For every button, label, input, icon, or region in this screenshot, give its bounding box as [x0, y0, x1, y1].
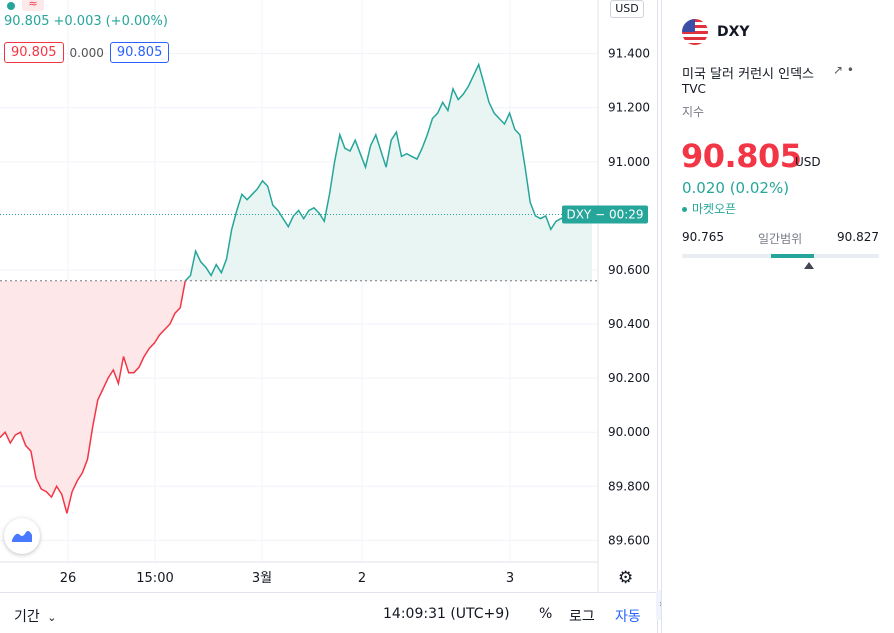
- day-range-bar: [682, 254, 879, 258]
- price-change: 0.020 (0.02%): [682, 179, 790, 197]
- clock[interactable]: 14:09:31 (UTC+9): [383, 606, 510, 622]
- x-tick-label: 26: [60, 571, 77, 586]
- wave-icon[interactable]: ≈: [22, 0, 44, 11]
- symbol-details-panel: DXY 미국 달러 커런시 인덱스 ↗ • TVC 지수 90.805 USD …: [661, 0, 894, 633]
- x-tick-label: 3: [506, 571, 514, 586]
- x-tick-label: 2: [358, 571, 366, 586]
- chevron-down-icon: ⌄: [47, 611, 57, 624]
- bottom-toolbar: 기간 ⌄ 14:09:31 (UTC+9) % 로그 자동: [0, 592, 658, 633]
- symbol-full-name[interactable]: 미국 달러 커런시 인덱스: [682, 67, 814, 82]
- legend-ohlc: 90.805 +0.003 (+0.00%): [4, 14, 168, 29]
- last-price: 90.805: [681, 137, 802, 175]
- legend-change: +0.003: [53, 14, 102, 29]
- area-fill-up: [0, 64, 592, 281]
- period-label: 기간: [14, 609, 40, 625]
- symbol-type: 지수: [682, 105, 705, 119]
- market-status-dot: [7, 2, 15, 10]
- y-tick-label: 91.200: [608, 101, 650, 115]
- y-tick-label: 89.600: [608, 533, 650, 547]
- area-fill-down: [0, 280, 186, 514]
- symbol-title[interactable]: DXY: [717, 24, 750, 40]
- log-toggle[interactable]: 로그: [569, 609, 595, 625]
- chart-pane[interactable]: 91.400 91.200 91.000 90.600 90.400 90.200 90.0…: [0, 0, 658, 633]
- quote-row: 90.805 0.000 90.805: [4, 42, 170, 63]
- y-tick-label: 91.000: [608, 155, 650, 169]
- market-open-dot: [682, 207, 687, 212]
- y-tick-label: 90.400: [608, 317, 650, 331]
- auto-scale-toggle[interactable]: 자동: [615, 609, 641, 625]
- y-tick-label: 90.600: [608, 263, 650, 277]
- day-range-high: 90.827: [837, 230, 879, 244]
- y-tick-label: 90.000: [608, 425, 650, 439]
- last-price-tag-text: DXY − 00:29: [566, 208, 643, 222]
- currency-button[interactable]: USD: [610, 0, 644, 18]
- ask-button[interactable]: 90.805: [109, 42, 170, 63]
- x-tick-label: 3월: [252, 571, 272, 586]
- y-tick-label: 91.400: [608, 47, 650, 61]
- price-line-down: [0, 280, 187, 514]
- y-tick-label: 90.200: [608, 371, 650, 385]
- day-range-fill: [770, 254, 814, 258]
- last-price-tag: [562, 205, 648, 224]
- bid-button[interactable]: 90.805: [4, 42, 64, 63]
- spread-value: 0.000: [69, 45, 104, 60]
- day-range-marker: [804, 262, 815, 269]
- market-status-label: 마켓오픈: [692, 202, 737, 216]
- x-tick-label: 15:00: [136, 571, 173, 586]
- price-currency: USD: [795, 155, 821, 169]
- period-dropdown[interactable]: 기간 ⌄: [14, 606, 56, 626]
- day-range-low: 90.765: [682, 230, 724, 244]
- price-line-up: [184, 62, 593, 281]
- market-status: 마켓오픈: [682, 200, 736, 217]
- tradingview-logo-icon[interactable]: [4, 518, 40, 554]
- external-link-icon[interactable]: ↗ •: [833, 63, 854, 77]
- exchange-label: TVC: [682, 82, 706, 96]
- legend-change-pct: (+0.00%): [105, 14, 168, 29]
- settings-gear-icon[interactable]: ⚙: [618, 568, 634, 588]
- y-tick-label: 89.800: [608, 479, 650, 493]
- us-flag-icon: [682, 19, 708, 45]
- price-chart[interactable]: 91.400 91.200 91.000 90.600 90.400 90.200 90.0…: [0, 0, 658, 592]
- percent-toggle[interactable]: %: [539, 606, 553, 622]
- legend-price: 90.805: [4, 14, 50, 29]
- day-range-label: 일간범위: [758, 232, 803, 246]
